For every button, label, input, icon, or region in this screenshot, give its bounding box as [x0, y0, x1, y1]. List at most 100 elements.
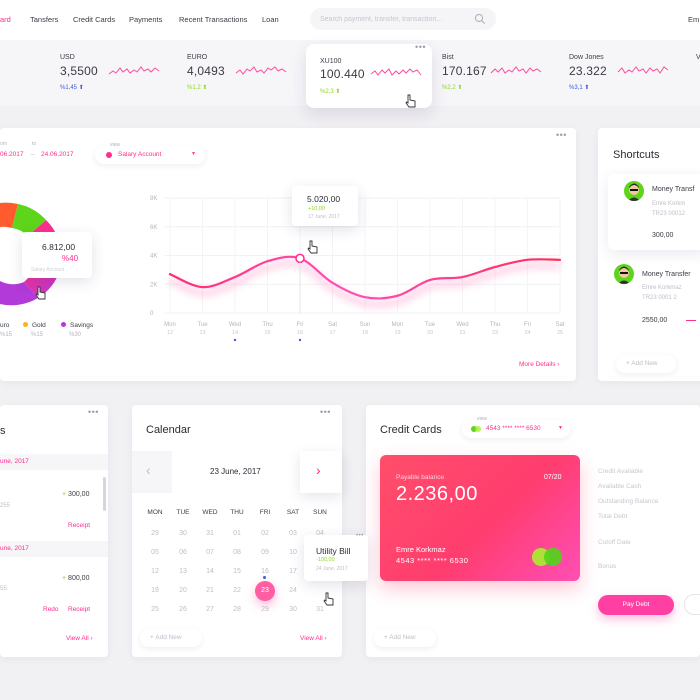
calendar-day[interactable]: 14 [206, 568, 214, 575]
redo-link[interactable]: Redo [43, 606, 59, 613]
calendar-card: ••• Calendar ‹ 23 June, 2017 › MON TUE WED… [132, 405, 342, 657]
sparkline [617, 66, 669, 74]
tooltip-title: Utility Bill [316, 546, 351, 556]
pay-debt-button[interactable]: Pay Debt [598, 595, 674, 615]
up-arrow-icon: ⬆ [335, 89, 341, 95]
account-select[interactable]: Salary Account ▼ [95, 146, 205, 164]
calendar-day[interactable]: 25 [151, 606, 159, 613]
calendar-day[interactable]: 08 [233, 549, 241, 556]
ticker-dow-jones[interactable]: Dow Jones 23.322 %3,1 ⬆ [569, 50, 684, 102]
calendar-day[interactable]: 30 [289, 606, 297, 613]
calendar-day[interactable]: 20 [179, 587, 187, 594]
card-dot-icon [475, 426, 481, 432]
calendar-day[interactable]: 06 [179, 549, 187, 556]
calendar-day[interactable]: 22 [233, 587, 241, 594]
more-icon[interactable]: ••• [556, 130, 567, 140]
from-date[interactable]: 06.2017 [0, 151, 24, 158]
calendar-day[interactable]: 01 [233, 530, 241, 537]
nav-transfers[interactable]: Tansfers [30, 15, 59, 24]
calendar-day[interactable]: 31 [316, 606, 324, 613]
calendar-day[interactable]: 04 [316, 530, 324, 537]
account-dot-icon [106, 152, 112, 158]
credit-card[interactable]: Payable balance 2.236,00 07/20 Emre Kork… [380, 455, 580, 581]
top-nav: ard Tansfers Credit Cards Payments Recen… [0, 0, 700, 40]
line-tooltip-value: 5.020,00 [307, 194, 341, 204]
shortcut-item[interactable]: Money Transf Emre Korkm TR23 00012 300,0… [608, 174, 700, 250]
scrollbar[interactable] [103, 477, 106, 511]
ticker-partial[interactable]: V [696, 50, 700, 102]
shortcut-amount: 300,00 [652, 232, 674, 239]
credit-cards-title: Credit Cards [380, 424, 442, 436]
calendar-day[interactable]: 19 [151, 587, 159, 594]
nav-recent-transactions[interactable]: Recent Transactions [179, 15, 248, 24]
calendar-day[interactable]: 17 [289, 568, 297, 575]
ticker-bist[interactable]: Bist 170.167 %2,2 ⬆ [442, 50, 557, 102]
calendar-day[interactable]: 15 [233, 568, 241, 575]
nav-dashboard[interactable]: ard [0, 15, 11, 24]
ticker-usd[interactable]: USD 3,5500 %1,45 ⬆ [60, 50, 175, 102]
prev-month-button[interactable]: ‹ [132, 451, 172, 493]
calendar-day[interactable]: 03 [289, 530, 297, 537]
donut-tooltip-pct: %40 [62, 254, 79, 263]
view-all-link[interactable]: View All › [300, 635, 327, 642]
calendar-day[interactable]: 02 [261, 530, 269, 537]
search-input[interactable] [320, 8, 470, 31]
more-icon[interactable]: ••• [356, 533, 364, 539]
ticker-value: 100.440 [320, 67, 365, 81]
calendar-day[interactable]: 21 [206, 587, 214, 594]
add-card-button[interactable]: + Add New [374, 629, 436, 647]
nav-credit-cards[interactable]: Credit Cards [73, 15, 116, 24]
search-icon[interactable] [474, 13, 486, 25]
nav-loan[interactable]: Loan [262, 15, 279, 24]
chevron-right-icon: › [316, 462, 321, 478]
add-event-button[interactable]: + Add New [140, 629, 202, 647]
chevron-left-icon: ‹ [146, 462, 151, 478]
calendar-day[interactable]: 30 [179, 530, 187, 537]
calendar-day[interactable]: 13 [179, 568, 187, 575]
calendar-day[interactable]: 28 [233, 606, 241, 613]
calendar-day[interactable]: 12 [151, 568, 159, 575]
calendar-day[interactable]: 29 [261, 606, 269, 613]
user-name[interactable]: Em [688, 15, 700, 24]
calendar-day[interactable]: 10 [289, 549, 297, 556]
outstanding-balance-label: Outstanding Balance [598, 498, 659, 505]
legend-dot [61, 322, 66, 327]
calendar-day-selected[interactable]: 23 [255, 581, 275, 601]
calendar-day[interactable]: 16 [261, 568, 269, 575]
divider [686, 320, 696, 321]
line-chart: 8K 6K 4K 2K 0 Mon 12 Tue 13 Wed 14 Thu 15 Fri 16 Sat 17 S… [150, 196, 565, 342]
calendar-day[interactable]: 05 [151, 549, 159, 556]
receipt-link[interactable]: Receipt [68, 522, 91, 529]
data-point-marker[interactable] [295, 253, 305, 264]
shortcut-amount: 2550,00 [642, 317, 668, 324]
x-tick-day: Wed [229, 322, 241, 328]
receipt-link[interactable]: Receipt [68, 606, 91, 613]
calendar-month-label: 23 June, 2017 [210, 467, 261, 476]
calendar-weekday-header: TUE [176, 509, 190, 516]
ticker-euro[interactable]: EURO 4,0493 %1,2 ⬆ [187, 50, 302, 102]
nav-payments[interactable]: Payments [129, 15, 163, 24]
calendar-day[interactable]: 09 [261, 549, 269, 556]
more-icon[interactable]: ••• [88, 407, 99, 417]
next-month-button[interactable]: › [300, 451, 342, 493]
calendar-day[interactable]: 31 [206, 530, 214, 537]
calendar-day[interactable]: 07 [206, 549, 214, 556]
x-tick-day: Sat [555, 322, 564, 328]
calendar-day[interactable]: 29 [151, 530, 159, 537]
more-icon[interactable]: ••• [415, 42, 426, 52]
more-icon[interactable]: ••• [320, 407, 331, 417]
calendar-day[interactable]: 27 [206, 606, 214, 613]
x-tick-date: 25 [557, 330, 563, 336]
to-date[interactable]: 24.06.2017 [41, 151, 74, 158]
card-select[interactable]: 4543 **** **** 6530 ▼ [462, 420, 570, 438]
view-all-link[interactable]: View All › [66, 635, 93, 642]
add-shortcut-button[interactable]: + Add New [616, 355, 676, 373]
more-details-link[interactable]: More Details › [519, 361, 560, 368]
search-box [310, 8, 496, 31]
calendar-day[interactable]: 26 [179, 606, 187, 613]
x-tick-day: Tue [425, 322, 436, 328]
account-name: Salary Account [118, 151, 162, 158]
ticker-xu100[interactable]: ••• XU100 100.440 %2,3 ⬆ [306, 42, 432, 108]
secondary-button[interactable] [684, 594, 700, 615]
calendar-day[interactable]: 24 [289, 587, 297, 594]
